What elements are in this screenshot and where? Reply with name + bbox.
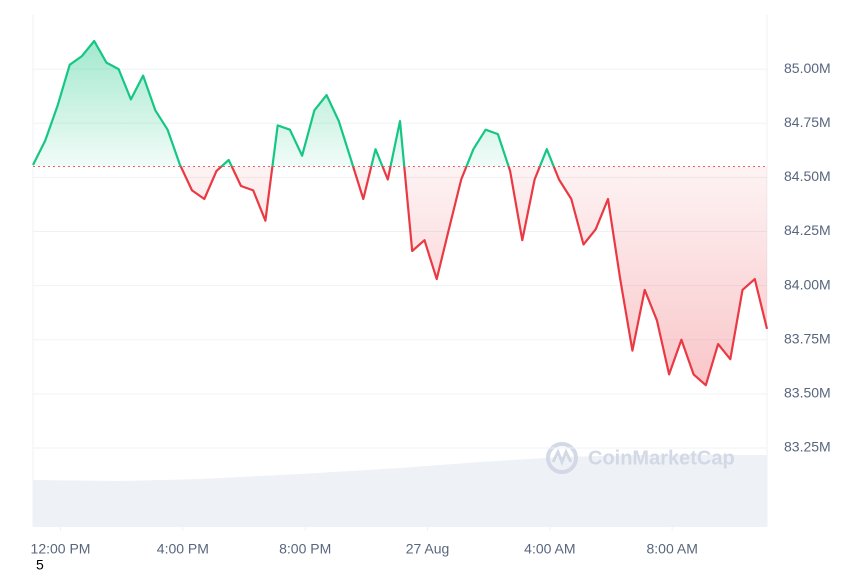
y-tick-label: 84.25M	[784, 222, 831, 238]
watermark-logo	[551, 448, 573, 467]
y-tick-label: 83.50M	[784, 385, 831, 401]
y-tick-label: 83.25M	[784, 439, 831, 455]
x-tick-label: 27 Aug	[406, 541, 450, 557]
y-tick-label: 83.75M	[784, 330, 831, 346]
y-tick-label: 84.50M	[784, 168, 831, 184]
watermark-logo	[546, 442, 578, 474]
x-tick-label: 8:00 AM	[647, 541, 698, 557]
x-tick-label: 4:00 AM	[524, 541, 575, 557]
area-fill	[33, 41, 767, 386]
watermark-text: CoinMarketCap	[588, 447, 735, 469]
x-tick-label: 8:00 PM	[279, 541, 331, 557]
x-tick-label: 12:00 PM	[31, 541, 91, 557]
y-tick-label: 85.00M	[784, 60, 831, 76]
footnote: 5	[36, 557, 44, 573]
y-tick-label: 84.75M	[784, 114, 831, 130]
watermark: CoinMarketCap	[546, 442, 735, 474]
y-tick-label: 84.00M	[784, 276, 831, 292]
x-tick-label: 4:00 PM	[157, 541, 209, 557]
price-line	[32, 39, 769, 387]
volume-area	[33, 455, 767, 527]
